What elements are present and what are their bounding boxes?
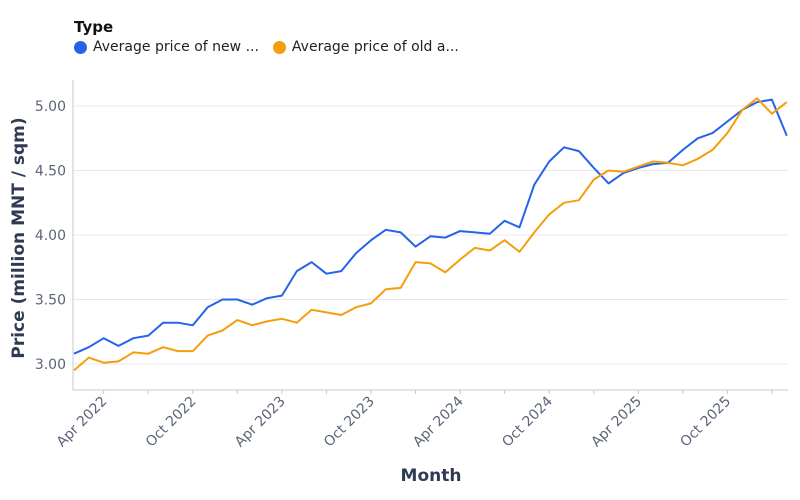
x-tick-label: Apr 2022 xyxy=(54,394,111,451)
y-tick-label: 3.50 xyxy=(35,293,66,309)
y-tick-label: 4.00 xyxy=(35,228,66,244)
x-tick-label: Oct 2023 xyxy=(321,394,378,451)
series-line-old xyxy=(73,97,788,372)
legend-item-old[interactable]: Average price of old a... xyxy=(272,39,459,55)
legend-dot-icon xyxy=(272,40,286,54)
series-line-new xyxy=(73,98,788,355)
x-tick-label: Apr 2025 xyxy=(588,394,645,451)
legend-label: Average price of new ... xyxy=(93,39,259,55)
legend-item-new[interactable]: Average price of new ... xyxy=(74,39,259,55)
legend-label: Average price of old a... xyxy=(291,39,459,55)
x-tick-label: Oct 2022 xyxy=(143,394,200,451)
legend: Type Average price of new ... Average pr… xyxy=(74,18,473,55)
x-tick-label: Oct 2025 xyxy=(677,394,734,451)
x-tick-label: Apr 2023 xyxy=(232,394,289,451)
legend-title: Type xyxy=(74,18,114,36)
x-axis-title: Month xyxy=(401,466,462,486)
legend-dot-icon xyxy=(74,40,87,54)
y-tick-label: 3.00 xyxy=(35,357,66,373)
y-tick-label: 4.50 xyxy=(35,164,66,180)
x-tick-label: Apr 2024 xyxy=(410,393,467,450)
y-tick-label: 5.00 xyxy=(35,99,66,115)
x-tick-label: Oct 2024 xyxy=(499,393,556,450)
y-axis-title: Price (million MNT / sqm) xyxy=(9,117,29,358)
